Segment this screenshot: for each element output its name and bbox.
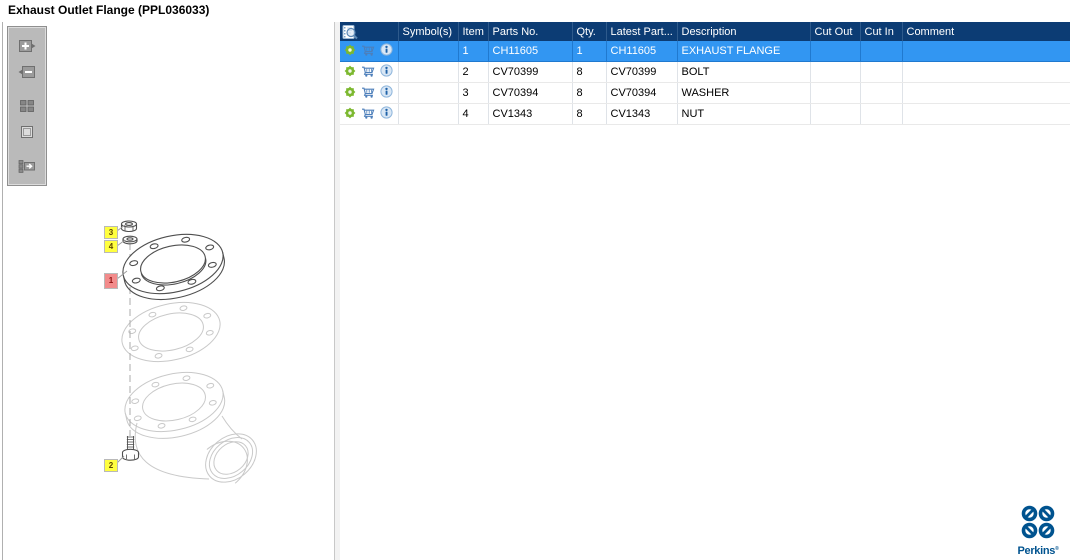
cell-comment — [902, 41, 1070, 62]
exploded-view: 3 4 1 2 — [71, 205, 341, 495]
cell-parts-no: CH11605 — [488, 41, 573, 62]
column-header-comment[interactable]: Comment — [902, 22, 1070, 41]
cell-description: BOLT — [677, 61, 811, 83]
zoom-out-icon — [18, 66, 35, 78]
cell-qty: 8 — [572, 82, 607, 104]
cell-item: 2 — [458, 61, 489, 83]
cell-cut-in — [860, 61, 903, 83]
cell-cut-in — [860, 82, 903, 104]
info-icon[interactable] — [380, 106, 393, 122]
table-row[interactable]: 1 CH11605 1 CH11605 EXHAUST FLANGE — [340, 41, 1070, 62]
cell-item: 1 — [458, 41, 489, 62]
column-header-cut-in[interactable]: Cut In — [860, 22, 903, 41]
single-view-button[interactable] — [13, 120, 41, 144]
perkins-logo-text: Perkins® — [1017, 545, 1059, 557]
column-header-item[interactable]: Item — [458, 22, 489, 41]
row-actions-cell — [340, 82, 399, 104]
column-header-description[interactable]: Description — [677, 22, 811, 41]
gear-icon[interactable] — [344, 65, 356, 80]
cell-item: 4 — [458, 103, 489, 125]
table-row[interactable]: 2 CV70399 8 CV70399 BOLT — [340, 61, 1070, 83]
callout-2[interactable]: 2 — [105, 460, 117, 471]
column-header-parts-no[interactable]: Parts No. — [488, 22, 573, 41]
parts-table: Symbol(s) Item Parts No. Qty. Latest Par… — [340, 22, 1070, 125]
panel-splitter[interactable] — [334, 22, 341, 560]
cell-qty: 1 — [572, 41, 607, 62]
callout-3[interactable]: 3 — [105, 227, 117, 238]
cell-description: NUT — [677, 103, 811, 125]
cell-description: WASHER — [677, 82, 811, 104]
cell-cut-out — [810, 41, 861, 62]
cell-comment — [902, 103, 1070, 125]
cell-item: 3 — [458, 82, 489, 104]
table-header-row: Symbol(s) Item Parts No. Qty. Latest Par… — [340, 22, 1070, 41]
cell-symbols — [398, 82, 459, 104]
cell-qty: 8 — [572, 103, 607, 125]
tile-view-button[interactable] — [13, 94, 41, 118]
parts-list-panel: Symbol(s) Item Parts No. Qty. Latest Par… — [340, 22, 1070, 560]
column-header-cut-out[interactable]: Cut Out — [810, 22, 861, 41]
row-actions-cell — [340, 61, 399, 83]
callout-4[interactable]: 4 — [105, 241, 117, 252]
info-icon[interactable] — [380, 85, 393, 101]
single-view-icon — [21, 126, 33, 138]
perkins-logo-icon — [1021, 505, 1055, 539]
page-title: Exhaust Outlet Flange (PPL036033) — [8, 3, 210, 17]
cell-latest-part: CV1343 — [606, 103, 678, 125]
cart-icon[interactable] — [361, 44, 375, 59]
toggle-table-panel-icon — [18, 160, 35, 173]
cell-cut-out — [810, 61, 861, 83]
column-header-symbols[interactable]: Symbol(s) — [398, 22, 459, 41]
row-actions-cell — [340, 41, 399, 62]
cell-parts-no: CV1343 — [488, 103, 573, 125]
diagram-panel: 3 4 1 2 — [2, 22, 335, 560]
cell-parts-no: CV70399 — [488, 61, 573, 83]
column-header-preview — [340, 22, 399, 41]
zoom-out-button[interactable] — [13, 60, 41, 84]
gear-icon[interactable] — [344, 44, 356, 59]
cell-latest-part: CV70399 — [606, 61, 678, 83]
row-actions-cell — [340, 103, 399, 125]
info-icon[interactable] — [380, 43, 393, 59]
gear-icon[interactable] — [344, 107, 356, 122]
cell-latest-part: CV70394 — [606, 82, 678, 104]
column-header-latest-part[interactable]: Latest Part... — [606, 22, 678, 41]
cell-cut-in — [860, 41, 903, 62]
table-row[interactable]: 4 CV1343 8 CV1343 NUT — [340, 103, 1070, 125]
tile-view-icon — [20, 100, 34, 112]
cell-qty: 8 — [572, 61, 607, 83]
cell-latest-part: CH11605 — [606, 41, 678, 62]
perkins-logo: Perkins® — [1012, 505, 1064, 557]
cell-symbols — [398, 61, 459, 83]
cell-symbols — [398, 103, 459, 125]
parts-table-body: 1 CH11605 1 CH11605 EXHAUST FLANGE — [340, 41, 1070, 125]
cell-cut-in — [860, 103, 903, 125]
cell-cut-out — [810, 103, 861, 125]
cell-description: EXHAUST FLANGE — [677, 41, 811, 62]
cart-icon[interactable] — [361, 86, 375, 101]
page-preview-icon — [342, 24, 358, 39]
diagram-toolbar — [7, 26, 47, 186]
zoom-in-button[interactable] — [13, 34, 41, 58]
gear-icon[interactable] — [344, 86, 356, 101]
cell-comment — [902, 82, 1070, 104]
cart-icon[interactable] — [361, 65, 375, 80]
callout-1[interactable]: 1 — [105, 274, 117, 288]
cell-parts-no: CV70394 — [488, 82, 573, 104]
registered-mark: ® — [1055, 546, 1059, 552]
exploded-view-drawing[interactable] — [71, 205, 341, 495]
cell-comment — [902, 61, 1070, 83]
cell-cut-out — [810, 82, 861, 104]
cart-icon[interactable] — [361, 107, 375, 122]
zoom-in-icon — [19, 40, 36, 52]
cell-symbols — [398, 41, 459, 62]
info-icon[interactable] — [380, 64, 393, 80]
table-row[interactable]: 3 CV70394 8 CV70394 WASHER — [340, 82, 1070, 104]
column-header-qty[interactable]: Qty. — [572, 22, 607, 41]
toggle-table-panel-button[interactable] — [13, 154, 41, 178]
